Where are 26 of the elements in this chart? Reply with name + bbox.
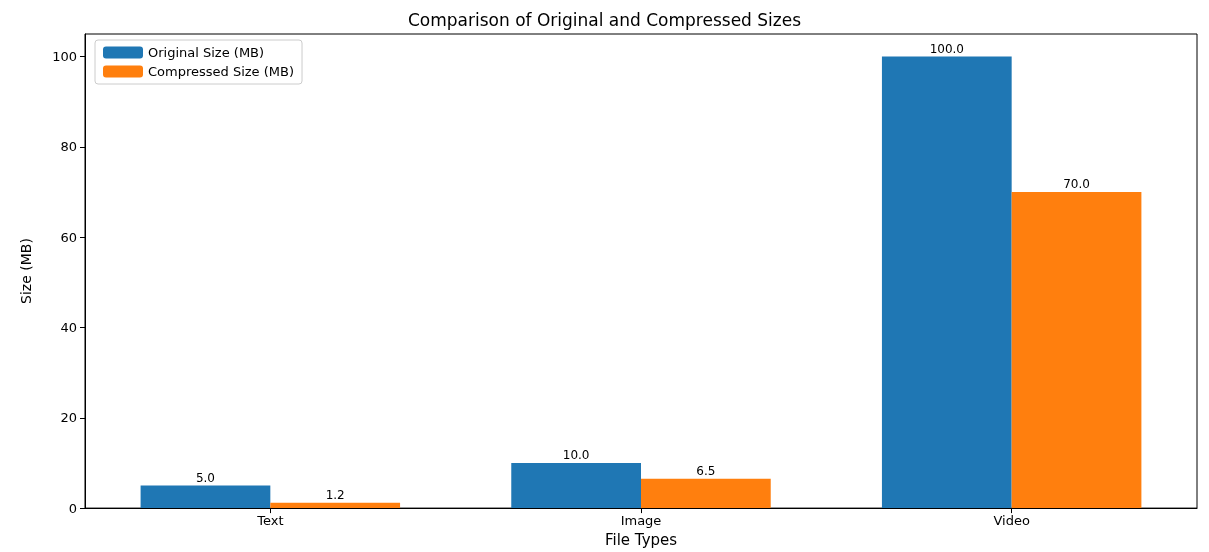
bar <box>270 502 401 509</box>
x-tick-label: Video <box>993 513 1030 529</box>
y-tick-label: 60 <box>60 229 77 245</box>
data-label: 70.0 <box>1063 177 1090 192</box>
chart-title: Comparison of Original and Compressed Sizes <box>407 9 802 30</box>
y-tick-label: 80 <box>60 139 77 155</box>
data-label: 100.0 <box>929 41 964 56</box>
x-tick-label: Image <box>620 513 662 529</box>
data-label: 1.2 <box>325 487 345 502</box>
legend-label: Original Size (MB) <box>148 45 265 60</box>
x-axis-title: File Types <box>604 530 678 549</box>
y-tick-label: 20 <box>60 410 77 426</box>
data-label: 10.0 <box>562 447 590 462</box>
y-tick-label: 100 <box>52 49 77 65</box>
bar <box>1011 192 1142 509</box>
y-axis-title: Size (MB) <box>18 238 34 304</box>
y-tick-label: 40 <box>60 319 77 335</box>
bar <box>881 56 1012 509</box>
data-label: 5.0 <box>195 470 216 485</box>
data-label: 6.5 <box>696 463 716 478</box>
bar <box>641 478 771 509</box>
y-tick-label: 0 <box>68 500 77 516</box>
legend-label: Compressed Size (MB) <box>148 64 295 79</box>
bar <box>140 485 271 509</box>
x-tick-label: Text <box>256 513 284 529</box>
bar <box>511 462 641 509</box>
